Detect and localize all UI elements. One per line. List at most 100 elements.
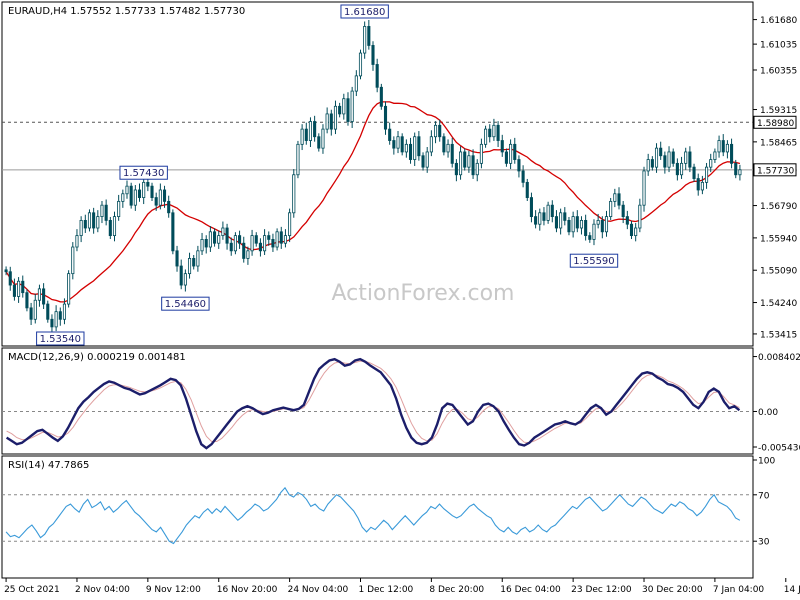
candle-body bbox=[308, 121, 313, 141]
price-tag-box bbox=[753, 163, 797, 177]
candle-body bbox=[383, 105, 388, 130]
rsi-tick-label: 30 bbox=[758, 538, 770, 548]
candle-body bbox=[71, 246, 75, 275]
annotation-box bbox=[569, 253, 619, 268]
candle-body bbox=[579, 219, 584, 229]
candle-body bbox=[333, 105, 338, 130]
candle-body bbox=[509, 143, 513, 164]
candle-body bbox=[142, 181, 146, 198]
candle-body bbox=[684, 151, 688, 164]
time-tick-label: 16 Nov 20:00 bbox=[217, 585, 278, 595]
candle-body bbox=[217, 235, 221, 244]
candle-body bbox=[192, 258, 196, 267]
candle-body bbox=[525, 181, 529, 198]
rsi-tick-label: 100 bbox=[758, 457, 775, 467]
macd-panel: MACD(12,26,9) 0.000219 0.001481 0.008402… bbox=[1, 347, 800, 455]
candle-body bbox=[258, 242, 262, 252]
candle-body bbox=[117, 200, 121, 217]
candle-body bbox=[325, 113, 329, 130]
price-tick-label: 1.55090 bbox=[760, 267, 797, 277]
candle-body bbox=[175, 250, 179, 267]
candle-body bbox=[730, 143, 734, 164]
annotation-label: 1.61680 bbox=[344, 7, 385, 18]
candle-body bbox=[129, 185, 133, 206]
candle-body bbox=[667, 151, 671, 168]
candle-body bbox=[475, 162, 479, 176]
candle-body bbox=[571, 216, 575, 233]
candle-body bbox=[342, 98, 346, 115]
time-axis: 25 Oct 2021 2 Nov 04:00 9 Nov 12:00 16 Nov … bbox=[4, 578, 800, 595]
rsi-polyline bbox=[5, 486, 741, 545]
candle-body bbox=[659, 147, 663, 157]
rsi-line bbox=[5, 486, 741, 545]
candle-body bbox=[563, 212, 567, 221]
price-tick-label: 1.59315 bbox=[760, 106, 797, 116]
candle-body bbox=[617, 193, 621, 206]
price-tick-label: 1.55940 bbox=[760, 234, 797, 244]
rsi-tick-label: 70 bbox=[758, 491, 770, 501]
macd-signal-line bbox=[6, 360, 740, 444]
candle-body bbox=[554, 216, 559, 229]
candle-body bbox=[650, 159, 654, 168]
candle-body bbox=[688, 151, 692, 168]
candle-body bbox=[229, 242, 233, 252]
candle-body bbox=[642, 170, 646, 206]
candle-body bbox=[421, 155, 425, 168]
candle-body bbox=[238, 235, 242, 244]
price-tag-label: 1.58980 bbox=[757, 119, 794, 129]
candle-body bbox=[529, 197, 533, 217]
candle-body bbox=[187, 258, 192, 275]
candle-body bbox=[484, 128, 488, 145]
macd-axis: 0.008402 0.00 -0.005436 bbox=[2, 353, 800, 454]
rsi-panel-frame bbox=[1, 455, 754, 579]
macd-tick-label: 0.008402 bbox=[758, 353, 800, 363]
candle-body bbox=[713, 151, 717, 160]
candle-body bbox=[300, 128, 304, 145]
price-tick-label: 1.58465 bbox=[760, 138, 797, 148]
candle-body bbox=[371, 45, 375, 65]
annotation-box bbox=[119, 165, 168, 180]
annotation-label: 1.57430 bbox=[123, 168, 164, 179]
time-tick-label: 23 Dec 12:00 bbox=[571, 585, 632, 595]
candle-body bbox=[388, 128, 392, 141]
candle-body bbox=[396, 136, 400, 149]
candle-body bbox=[267, 235, 271, 240]
candle-body bbox=[450, 143, 454, 164]
candle-body bbox=[604, 216, 609, 233]
candle-body bbox=[108, 219, 112, 237]
candle-body bbox=[592, 223, 596, 240]
candle-body bbox=[625, 216, 629, 225]
candle-body bbox=[67, 273, 71, 305]
candle-body bbox=[609, 200, 613, 217]
candle-body bbox=[600, 219, 604, 233]
candle-body bbox=[500, 140, 504, 153]
candle-body bbox=[242, 242, 246, 259]
candle-body bbox=[496, 124, 500, 141]
candle-body bbox=[504, 151, 508, 164]
candle-body bbox=[717, 140, 721, 153]
price-axis: 1.61680 1.61035 1.60355 1.59315 1.58465 1.577… bbox=[753, 16, 797, 340]
candle-body bbox=[705, 166, 709, 183]
ma-polyline bbox=[5, 101, 741, 303]
candle-body bbox=[621, 204, 625, 217]
candle-body bbox=[467, 155, 471, 168]
candle-body bbox=[279, 231, 283, 244]
candle-body bbox=[133, 189, 137, 206]
candle-body bbox=[213, 231, 217, 244]
candle-body bbox=[317, 136, 321, 149]
time-tick-label: 9 Nov 12:00 bbox=[146, 585, 201, 595]
candle-body bbox=[46, 303, 50, 320]
candle-body bbox=[75, 235, 79, 248]
candle-body bbox=[734, 162, 738, 176]
candle-body bbox=[425, 151, 429, 168]
candle-body bbox=[546, 204, 550, 221]
candle-body bbox=[263, 235, 267, 252]
macd-tick-label: -0.005436 bbox=[758, 444, 800, 454]
candle-body bbox=[471, 155, 475, 176]
candle-body bbox=[442, 136, 446, 153]
candle-body bbox=[296, 143, 300, 176]
candle-body bbox=[700, 181, 704, 191]
macd-tick-label: 0.00 bbox=[758, 408, 778, 418]
candle-body bbox=[675, 162, 679, 176]
